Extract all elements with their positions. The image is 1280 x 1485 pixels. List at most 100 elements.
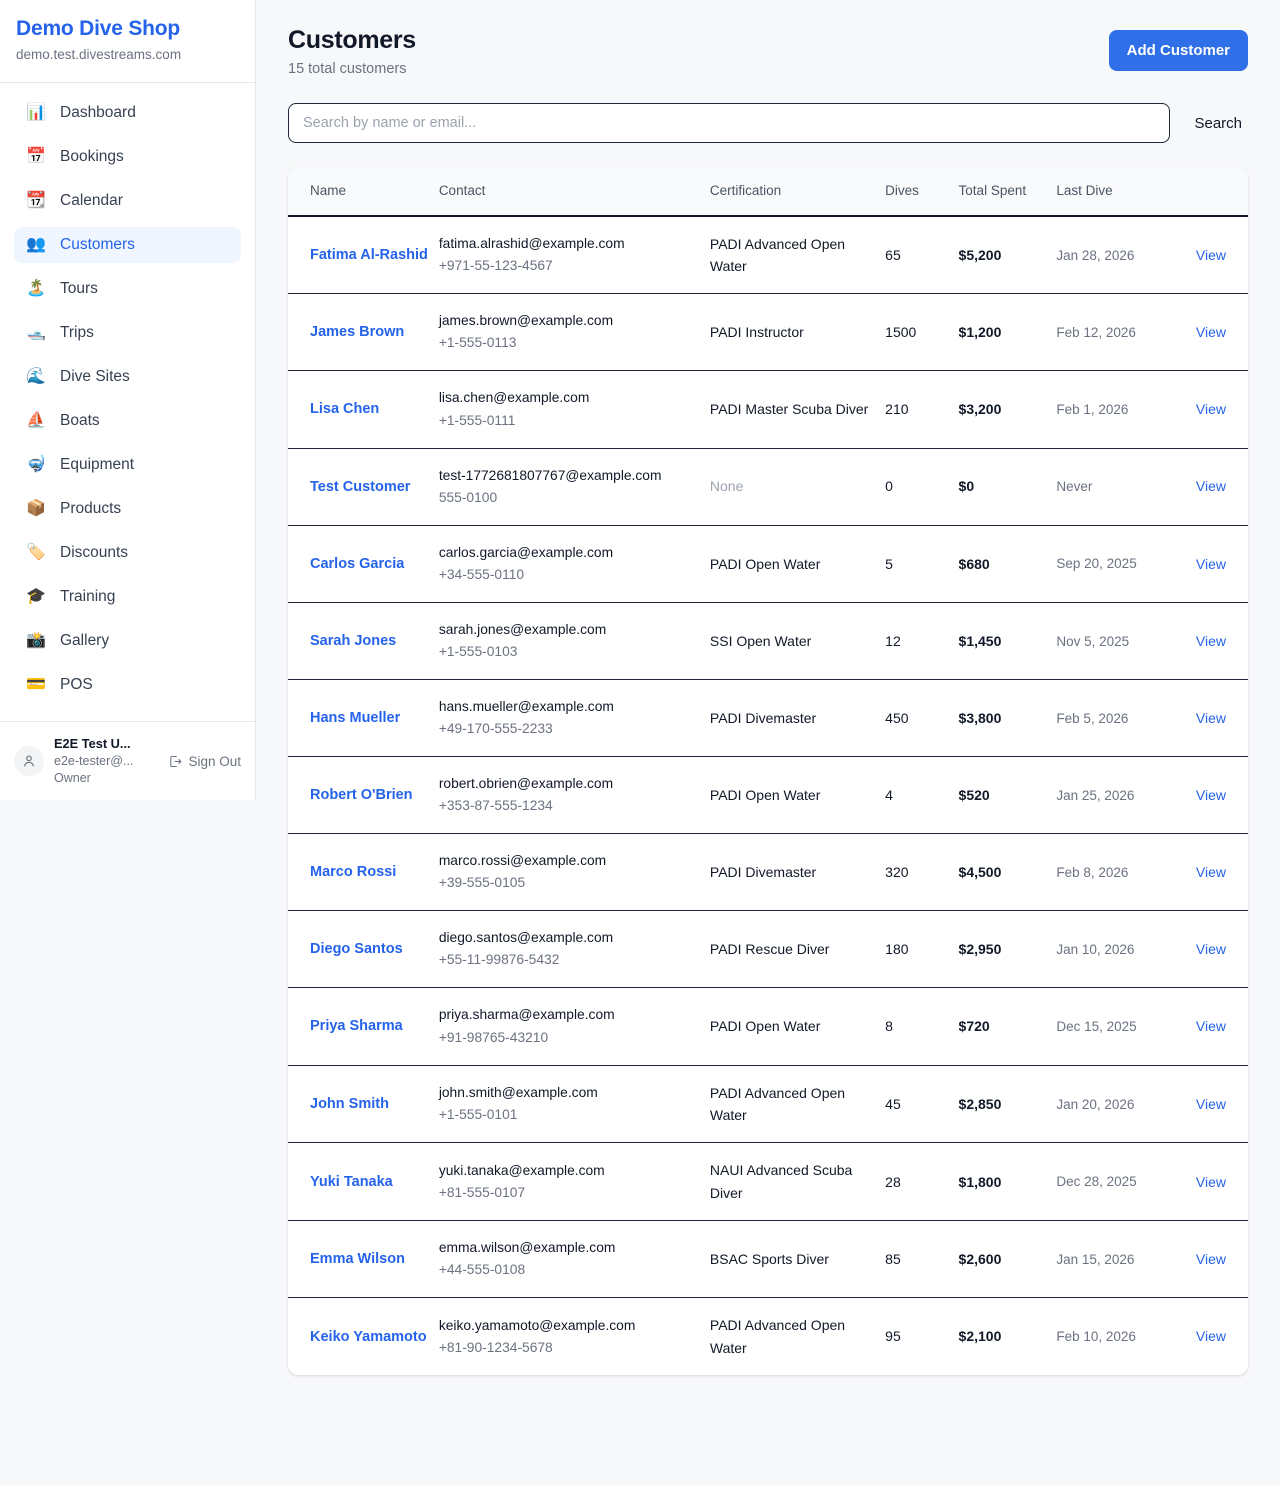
cell-certification: PADI Open Water bbox=[709, 756, 886, 835]
last: Jan 25, 2026 bbox=[1056, 756, 1151, 835]
view-link[interactable]: View bbox=[1195, 941, 1226, 958]
sidebar-item-trips[interactable]: 🛥️ Trips bbox=[14, 315, 241, 351]
sidebar-item-gallery[interactable]: 📸 Gallery bbox=[14, 623, 241, 659]
customer-name-link[interactable]: Priya Sharma bbox=[310, 1018, 403, 1035]
customer-name-link[interactable]: Robert O'Brien bbox=[310, 787, 413, 804]
customer-name-link[interactable]: John Smith bbox=[310, 1095, 389, 1112]
sidebar-item-calendar[interactable]: 📆 Calendar bbox=[14, 183, 241, 219]
sidebar-item-customers[interactable]: 👥 Customers bbox=[14, 226, 241, 263]
cell-actions: View bbox=[1150, 1065, 1248, 1144]
view-link[interactable]: View bbox=[1195, 1251, 1226, 1268]
customer-name-link[interactable]: Diego Santos bbox=[310, 941, 403, 958]
view-link[interactable]: View bbox=[1195, 324, 1226, 341]
column-header-total-spent: Total Spent bbox=[958, 167, 1057, 217]
view-link[interactable]: View bbox=[1195, 1095, 1226, 1112]
dives-value: 85 bbox=[885, 1251, 901, 1268]
spent: $1,800 bbox=[958, 1142, 1057, 1222]
table-row: Yuki Tanaka yuki.tanaka@example.com +81-55… bbox=[288, 1142, 1248, 1222]
customer-name-link[interactable]: Keiko Yamamoto bbox=[310, 1328, 427, 1345]
sidebar-item-discounts[interactable]: 🏷️ Discounts bbox=[14, 535, 241, 571]
spent: $5,200 bbox=[958, 215, 1057, 295]
view-link[interactable]: View bbox=[1195, 709, 1226, 726]
customer-name-link[interactable]: Sarah Jones bbox=[310, 632, 397, 649]
page-title: Customers bbox=[288, 26, 416, 54]
spent-value: $3,800 bbox=[958, 709, 1002, 726]
sidebar-item-training[interactable]: 🎓 Training bbox=[14, 579, 241, 615]
customer-email: test-1772681807767@example.com bbox=[438, 467, 662, 483]
cell-name: Marco Rossi bbox=[288, 833, 439, 912]
logout-icon bbox=[170, 755, 183, 767]
spent-value: $0 bbox=[958, 478, 975, 495]
customer-name-link[interactable]: Hans Mueller bbox=[310, 709, 401, 726]
dives-value: 320 bbox=[885, 864, 909, 881]
view-link[interactable]: View bbox=[1195, 786, 1226, 803]
dives: 5 bbox=[885, 525, 959, 603]
view-link[interactable]: View bbox=[1195, 632, 1226, 649]
customer-email: fatima.alrashid@example.com bbox=[438, 235, 625, 251]
user-name: E2E Test U... bbox=[54, 736, 131, 752]
last-value: Feb 8, 2026 bbox=[1056, 864, 1129, 880]
cell-contact: hans.mueller@example.com +49-170-555-2233 bbox=[438, 679, 710, 758]
trips-icon: 🛥️ bbox=[26, 323, 46, 341]
sidebar-item-tours[interactable]: 🏝️ Tours bbox=[14, 271, 241, 307]
cell-contact: test-1772681807767@example.com 555-0100 bbox=[438, 448, 710, 526]
table-row: John Smith john.smith@example.com +1-555-0… bbox=[288, 1065, 1248, 1144]
cell-contact: fatima.alrashid@example.com +971-55-123-4… bbox=[438, 215, 710, 295]
customer-name-link[interactable]: Yuki Tanaka bbox=[310, 1173, 393, 1190]
cell-name: James Brown bbox=[288, 293, 439, 372]
sidebar-item-equipment[interactable]: 🤿 Equipment bbox=[14, 447, 241, 483]
sign-out-button[interactable]: Sign Out bbox=[168, 754, 241, 769]
sidebar-item-boats[interactable]: ⛵ Boats bbox=[14, 403, 241, 439]
certification-value: PADI Open Water bbox=[709, 1018, 821, 1035]
search-button[interactable]: Search bbox=[1188, 111, 1248, 136]
last-value: Jan 28, 2026 bbox=[1056, 247, 1135, 263]
cell-actions: View bbox=[1150, 1220, 1248, 1299]
cell-actions: View bbox=[1150, 1142, 1248, 1222]
sidebar-nav: 📊 Dashboard 📅 Bookings 📆 Calendar 👥 Customers 🏝️… bbox=[0, 83, 255, 721]
customer-name-link[interactable]: Test Customer bbox=[310, 478, 411, 495]
spent: $720 bbox=[958, 987, 1057, 1066]
view-link[interactable]: View bbox=[1195, 555, 1226, 572]
view-link[interactable]: View bbox=[1195, 478, 1226, 495]
customer-phone: +353-87-555-1234 bbox=[438, 798, 553, 814]
cell-contact: emma.wilson@example.com +44-555-0108 bbox=[438, 1220, 710, 1299]
sidebar-item-products[interactable]: 📦 Products bbox=[14, 491, 241, 527]
customer-name-link[interactable]: Lisa Chen bbox=[310, 401, 380, 418]
last-value: Feb 10, 2026 bbox=[1056, 1329, 1136, 1345]
dives: 85 bbox=[885, 1220, 959, 1299]
customer-name-link[interactable]: James Brown bbox=[310, 324, 405, 341]
customer-name-link[interactable]: Carlos Garcia bbox=[310, 555, 405, 572]
table-header: Name Contact Certification Dives Total Spent… bbox=[288, 167, 1248, 217]
sidebar-item-dashboard[interactable]: 📊 Dashboard bbox=[14, 95, 241, 131]
view-link[interactable]: View bbox=[1195, 864, 1226, 881]
sidebar-item-bookings[interactable]: 📅 Bookings bbox=[14, 139, 241, 175]
sidebar: Demo Dive Shop demo.test.divestreams.com… bbox=[0, 0, 256, 800]
customer-name-link[interactable]: Marco Rossi bbox=[310, 864, 397, 881]
view-link[interactable]: View bbox=[1195, 246, 1226, 263]
search-input[interactable] bbox=[288, 103, 1171, 143]
cell-certification: PADI Advanced Open Water bbox=[710, 1298, 885, 1375]
sidebar-item-pos[interactable]: 💳 POS bbox=[14, 667, 241, 703]
cell-certification: BSAC Sports Diver bbox=[709, 1220, 886, 1299]
view-link[interactable]: View bbox=[1195, 401, 1226, 418]
last: Feb 8, 2026 bbox=[1056, 833, 1151, 912]
view-link[interactable]: View bbox=[1195, 1173, 1226, 1190]
cell-certification: None bbox=[709, 448, 886, 526]
sidebar-item-dive-sites[interactable]: 🌊 Dive Sites bbox=[14, 359, 241, 395]
certification-value: NAUI Advanced Scuba Diver bbox=[709, 1162, 853, 1201]
spent: $4,500 bbox=[958, 833, 1057, 912]
cell-actions: View bbox=[1150, 525, 1248, 603]
customer-phone: +1-555-0111 bbox=[438, 412, 516, 428]
customer-email: james.brown@example.com bbox=[438, 313, 614, 329]
tours-icon: 🏝️ bbox=[26, 279, 46, 297]
view-link[interactable]: View bbox=[1195, 1018, 1226, 1035]
add-customer-button[interactable]: Add Customer bbox=[1108, 30, 1248, 71]
customer-email: sarah.jones@example.com bbox=[438, 621, 607, 637]
customer-name-link[interactable]: Fatima Al-Rashid bbox=[310, 246, 428, 263]
customer-name-link[interactable]: Emma Wilson bbox=[310, 1251, 405, 1268]
cell-contact: carlos.garcia@example.com +34-555-0110 bbox=[438, 525, 710, 603]
sidebar-item-label: Calendar bbox=[60, 191, 123, 209]
last: Never bbox=[1056, 448, 1151, 526]
view-link[interactable]: View bbox=[1195, 1328, 1226, 1345]
cell-actions: View bbox=[1150, 370, 1248, 449]
